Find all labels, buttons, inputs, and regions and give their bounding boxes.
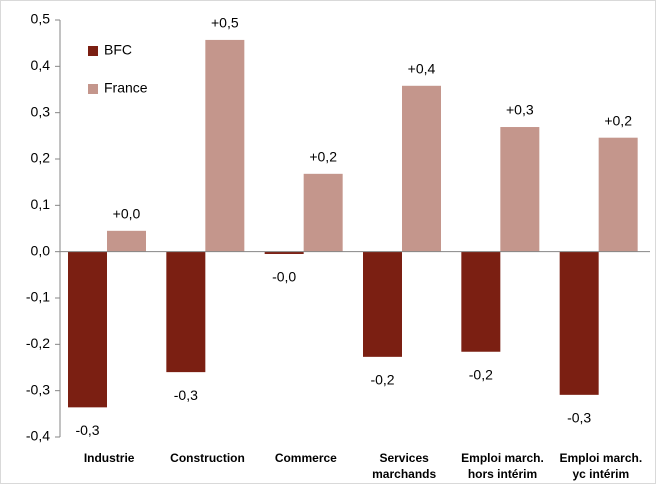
x-tick-label: Emploi march. hors intérim: [461, 451, 544, 481]
x-tick-label: Emploi march. yc intérim: [559, 451, 643, 481]
bar: [598, 137, 638, 252]
value-label: +0,2: [604, 112, 632, 128]
y-tick-label: -0,2: [26, 335, 50, 351]
bar: [205, 39, 245, 252]
legend-label: BFC: [104, 42, 132, 58]
legend-swatch: [88, 46, 98, 56]
value-label: +0,4: [408, 60, 436, 76]
x-tick-label: Construction: [170, 451, 245, 465]
value-label: -0,0: [272, 269, 296, 285]
y-tick-label: 0,0: [31, 242, 51, 258]
legend-label: France: [104, 80, 148, 96]
bar: [68, 251, 107, 408]
value-label: +0,0: [113, 206, 141, 222]
value-label: +0,5: [211, 15, 239, 31]
y-tick-label: 0,1: [31, 196, 51, 212]
y-tick-label: -0,3: [26, 381, 50, 397]
value-label: +0,3: [506, 102, 534, 118]
y-tick-label: 0,4: [31, 57, 51, 73]
y-tick-label: 0,3: [31, 103, 51, 119]
bar: [264, 251, 304, 254]
legend-swatch: [88, 84, 98, 94]
bar: [500, 127, 540, 252]
x-tick-label: Industrie: [83, 451, 135, 465]
y-tick-label: 0,5: [31, 11, 51, 27]
value-label: -0,2: [370, 372, 394, 388]
bar: [303, 173, 343, 252]
value-label: -0,3: [174, 387, 198, 403]
value-label: +0,2: [309, 149, 337, 165]
bar: [363, 251, 402, 357]
bar: [402, 85, 441, 252]
bar: [559, 251, 599, 395]
x-tick-label: Services marchands: [372, 451, 437, 481]
bar: [461, 251, 501, 352]
bar: [166, 251, 206, 373]
bar: [107, 230, 146, 252]
value-label: -0,2: [469, 366, 493, 382]
value-label: -0,3: [567, 410, 591, 426]
y-tick-label: 0,2: [31, 150, 51, 166]
x-tick-label: Commerce: [274, 451, 337, 465]
value-label: -0,3: [75, 422, 99, 438]
y-tick-label: -0,1: [26, 289, 50, 305]
y-tick-label: -0,4: [26, 428, 50, 444]
